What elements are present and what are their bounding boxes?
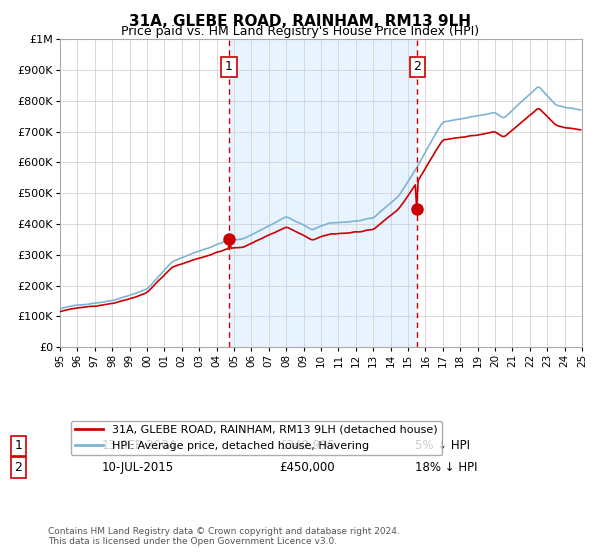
Text: 2: 2: [14, 461, 22, 474]
Text: 10-JUL-2015: 10-JUL-2015: [102, 461, 174, 474]
Text: 13-SEP-2004: 13-SEP-2004: [102, 439, 176, 452]
Text: 2: 2: [413, 60, 421, 73]
Text: £349,995: £349,995: [279, 439, 335, 452]
Text: 1: 1: [225, 60, 233, 73]
Text: £450,000: £450,000: [279, 461, 335, 474]
Text: 5% ↓ HPI: 5% ↓ HPI: [415, 439, 470, 452]
Text: Contains HM Land Registry data © Crown copyright and database right 2024.
This d: Contains HM Land Registry data © Crown c…: [48, 526, 400, 546]
Text: 31A, GLEBE ROAD, RAINHAM, RM13 9LH: 31A, GLEBE ROAD, RAINHAM, RM13 9LH: [129, 14, 471, 29]
Bar: [229, 39, 417, 347]
Text: Price paid vs. HM Land Registry's House Price Index (HPI): Price paid vs. HM Land Registry's House …: [121, 25, 479, 38]
Text: 1: 1: [14, 439, 22, 452]
Text: 18% ↓ HPI: 18% ↓ HPI: [415, 461, 478, 474]
Legend: 31A, GLEBE ROAD, RAINHAM, RM13 9LH (detached house), HPI: Average price, detache: 31A, GLEBE ROAD, RAINHAM, RM13 9LH (deta…: [71, 421, 442, 455]
